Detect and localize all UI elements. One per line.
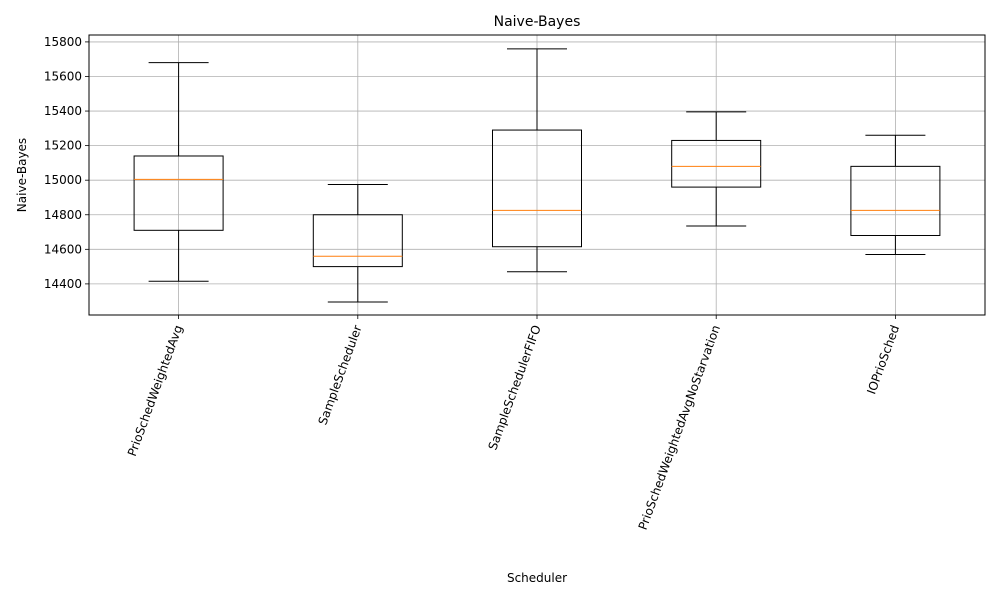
box-SampleSchedulerFIFO [492, 48, 582, 273]
iqr-box [671, 139, 762, 188]
box-SampleScheduler [312, 184, 403, 303]
box-PrioSchedWeightedAvgNoStarvation [671, 111, 762, 227]
ticks: 14400 14600 14800 15000 15200 15400 15600 15800… [44, 35, 902, 532]
y-tick-label: 14400 [44, 277, 82, 291]
box-PrioSchedWeightedAvg [133, 62, 224, 282]
x-tick-label: IOPrioSched [864, 323, 902, 396]
x-tick-label: SampleSchedulerFIFO [486, 323, 544, 452]
y-axis-label: Naive-Bayes [15, 138, 29, 212]
y-tick-label: 15600 [44, 69, 82, 83]
y-tick-label: 14600 [44, 242, 82, 256]
y-tick-label: 14800 [44, 208, 82, 222]
y-tick-label: 15400 [44, 104, 82, 118]
boxes [133, 48, 941, 303]
iqr-box [133, 155, 224, 231]
box-IOPrioSched [850, 134, 941, 256]
y-tick-label: 15800 [44, 35, 82, 49]
iqr-box [312, 214, 403, 268]
x-tick-label: SampleScheduler [316, 323, 365, 427]
iqr-box [850, 165, 941, 236]
y-tick-label: 15200 [44, 139, 82, 153]
y-tick-label: 15000 [44, 173, 82, 187]
x-axis-label: Scheduler [507, 571, 567, 585]
chart-title: Naive-Bayes [494, 14, 581, 30]
x-tick-label: PrioSchedWeightedAvg [125, 323, 186, 458]
x-tick-label: PrioSchedWeightedAvgNoStarvation [636, 323, 723, 532]
iqr-box [492, 129, 582, 248]
